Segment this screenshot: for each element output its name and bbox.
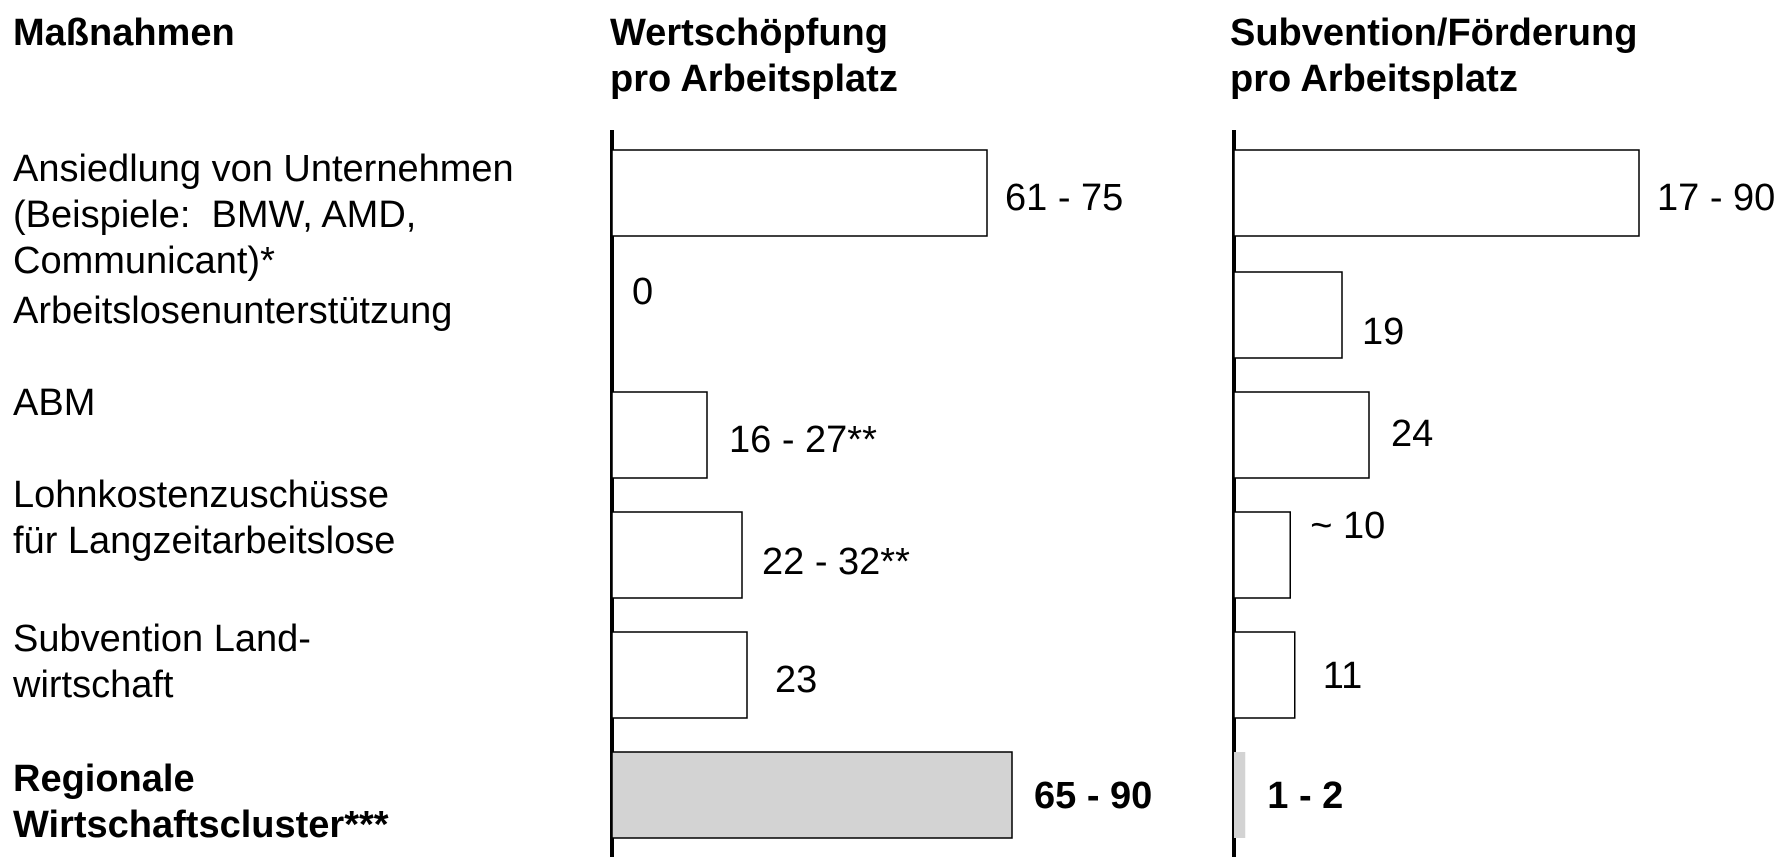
header-subsidy-line2: pro Arbeitsplatz: [1230, 58, 1518, 100]
data-label-value-added-2: 16 - 27**: [729, 419, 877, 461]
bar-value-added-5: [611, 751, 1013, 839]
header-value-added-line1: Wertschöpfung: [610, 12, 888, 54]
bar-subsidy-5: [1234, 752, 1246, 838]
header-subsidy: Subvention/Förderung pro Arbeitsplatz: [1230, 10, 1637, 102]
category-label-settlement: Ansiedlung von Unternehmen (Beispiele: B…: [13, 148, 514, 282]
data-label-subsidy-3: ~ 10: [1310, 505, 1385, 547]
bar-subsidy-2: [1233, 391, 1370, 479]
bar-subsidy-4: [1233, 631, 1296, 719]
data-label-subsidy-4: 11: [1323, 655, 1362, 697]
category-label-regional-clusters: Regionale Wirtschaftscluster***: [13, 758, 389, 846]
bar-value-added-3: [611, 511, 743, 599]
bar-value-added-2: [611, 391, 708, 479]
header-subsidy-line1: Subvention/Förderung: [1230, 12, 1638, 54]
data-label-value-added-5: 65 - 90: [1034, 775, 1152, 817]
category-label-abm: ABM: [13, 382, 96, 424]
header-value-added-line2: pro Arbeitsplatz: [610, 58, 898, 100]
category-label-wage-subsidy: Lohnkostenzuschüsse für Langzeitarbeitsl…: [13, 474, 396, 562]
header-measures: Maßnahmen: [13, 12, 235, 54]
bar-subsidy-1: [1233, 271, 1343, 359]
data-label-subsidy-1: 19: [1362, 311, 1404, 353]
data-label-value-added-1: 0: [632, 271, 653, 313]
bar-subsidy-3: [1233, 511, 1291, 599]
bar-subsidy-0: [1233, 149, 1640, 237]
data-label-value-added-4: 23: [775, 659, 817, 701]
data-label-value-added-3: 22 - 32**: [762, 541, 910, 583]
data-label-subsidy-2: 24: [1391, 413, 1433, 455]
data-label-subsidy-5: 1 - 2: [1267, 775, 1343, 817]
bar-value-added-4: [611, 631, 748, 719]
data-label-value-added-0: 61 - 75: [1005, 177, 1123, 219]
header-value-added: Wertschöpfung pro Arbeitsplatz: [610, 10, 898, 102]
category-label-unemployment-benefit: Arbeitslosenunterstützung: [13, 290, 453, 332]
category-label-agriculture-subsidy: Subvention Land- wirtschaft: [13, 618, 311, 706]
data-label-subsidy-0: 17 - 90: [1657, 177, 1775, 219]
bar-value-added-0: [611, 149, 988, 237]
